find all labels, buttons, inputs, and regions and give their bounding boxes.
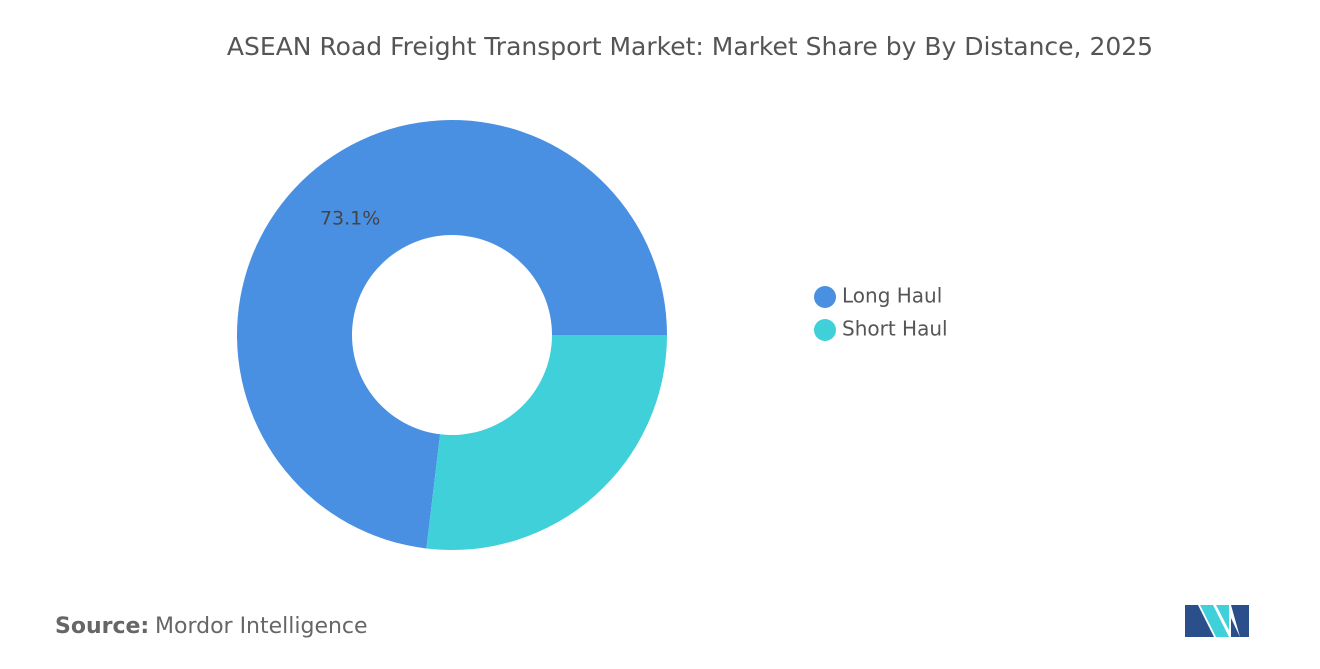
donut-slice — [426, 335, 667, 551]
donut-slice — [237, 120, 667, 549]
legend-label: Short Haul — [842, 317, 948, 341]
logo — [1185, 605, 1249, 637]
legend-marker — [814, 319, 836, 341]
legend-marker — [814, 286, 836, 308]
chart-title: ASEAN Road Freight Transport Market: Mar… — [227, 32, 1153, 61]
legend-label: Long Haul — [842, 284, 942, 308]
data-label: 73.1% — [320, 208, 380, 230]
source: Mordor Intelligence — [155, 614, 368, 639]
source-label: Source: — [55, 614, 149, 639]
